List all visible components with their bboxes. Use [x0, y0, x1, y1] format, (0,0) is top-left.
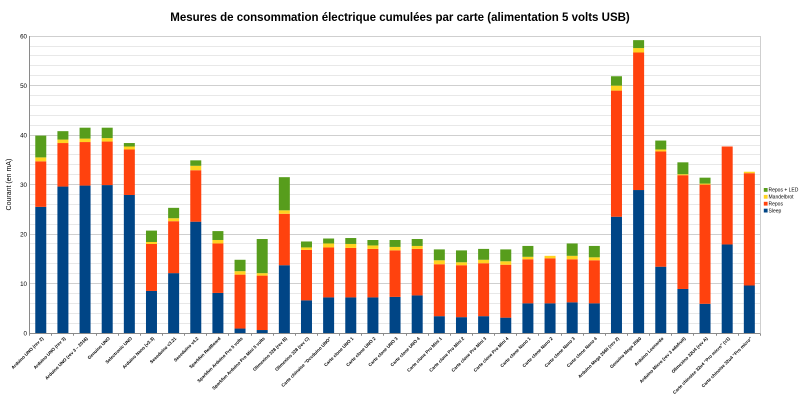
svg-text:0: 0 [24, 330, 28, 337]
svg-text:Repos + LED: Repos + LED [769, 188, 799, 194]
svg-text:Courant (en mA): Courant (en mA) [6, 159, 13, 211]
svg-text:60: 60 [20, 34, 27, 41]
svg-text:Sleep: Sleep [769, 208, 782, 214]
svg-text:Mandelbrot: Mandelbrot [769, 195, 795, 201]
svg-text:20: 20 [20, 231, 27, 238]
svg-text:10: 10 [20, 281, 27, 288]
svg-text:Mesures de consommation électr: Mesures de consommation électrique cumul… [170, 12, 630, 24]
svg-text:40: 40 [20, 133, 27, 140]
svg-text:50: 50 [20, 83, 27, 90]
svg-text:Repos: Repos [769, 202, 784, 208]
svg-text:30: 30 [20, 182, 27, 189]
